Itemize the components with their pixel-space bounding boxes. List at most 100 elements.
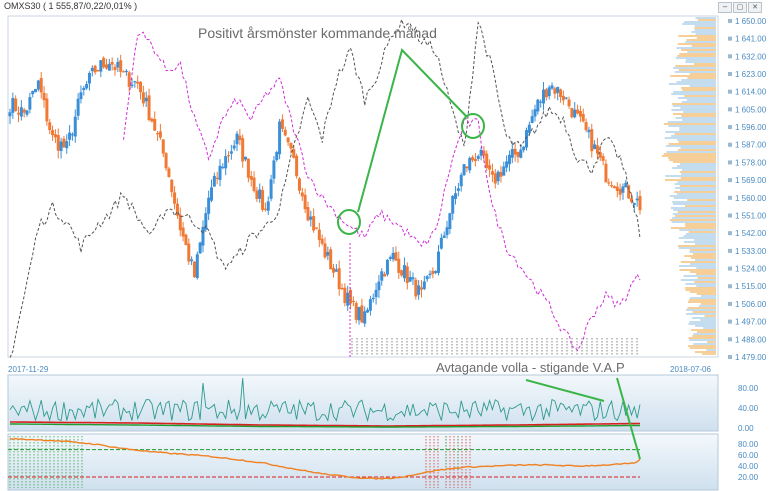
price-axis: 1 479.00 1 488.00 1 497.00 1 506.00 1 515.00… bbox=[728, 17, 767, 362]
candle bbox=[587, 126, 591, 139]
candle bbox=[156, 131, 160, 141]
candle bbox=[85, 80, 89, 90]
vol-tick-label: 80.00 bbox=[738, 384, 759, 393]
price-tick-marker bbox=[728, 36, 732, 41]
candle bbox=[471, 155, 475, 163]
candle bbox=[496, 170, 500, 185]
candle bbox=[190, 256, 194, 266]
close-icon[interactable]: ✕ bbox=[748, 2, 762, 13]
candle-body bbox=[354, 302, 358, 320]
candle bbox=[542, 81, 546, 111]
candle bbox=[36, 79, 40, 92]
candle-body bbox=[190, 259, 194, 262]
candle bbox=[272, 155, 276, 184]
candle-body bbox=[561, 95, 565, 101]
candle bbox=[573, 102, 577, 119]
candle bbox=[42, 86, 46, 108]
candle-body bbox=[244, 156, 248, 160]
candle bbox=[300, 187, 304, 201]
candle-body bbox=[258, 189, 262, 199]
candle bbox=[383, 271, 387, 277]
candle bbox=[544, 88, 548, 101]
candle bbox=[607, 178, 611, 187]
candle bbox=[241, 134, 245, 168]
candle bbox=[363, 306, 367, 327]
candle-body bbox=[524, 130, 528, 148]
price-tick-marker bbox=[728, 125, 732, 130]
window-title: OMXS30 ( 1 555,87/0,22/0,01% ) bbox=[4, 1, 138, 11]
minimize-icon[interactable]: − bbox=[718, 2, 732, 13]
price-tick-marker bbox=[728, 142, 732, 147]
candle bbox=[167, 166, 171, 178]
candle-body bbox=[621, 186, 625, 193]
candle-body bbox=[99, 60, 103, 72]
price-tick-label: 1 623.00 bbox=[735, 70, 767, 79]
candle bbox=[425, 274, 429, 282]
candle-body bbox=[113, 66, 117, 71]
candle-body bbox=[394, 252, 398, 261]
price-tick-marker bbox=[728, 54, 732, 59]
candle bbox=[431, 267, 435, 279]
candle bbox=[195, 251, 199, 280]
candle bbox=[417, 280, 421, 300]
candle-body bbox=[340, 288, 344, 290]
candle bbox=[79, 85, 83, 104]
candle-body bbox=[164, 153, 168, 169]
candle-body bbox=[221, 166, 225, 169]
candle-body bbox=[269, 179, 273, 199]
candle-body bbox=[224, 156, 228, 169]
candle bbox=[297, 176, 301, 195]
candle-body bbox=[385, 259, 389, 275]
candle-body bbox=[559, 89, 563, 97]
candle-body bbox=[59, 141, 63, 152]
candle bbox=[178, 207, 182, 237]
candle-body bbox=[127, 72, 131, 87]
candle bbox=[224, 149, 228, 176]
candle bbox=[306, 201, 310, 222]
candle-body bbox=[612, 186, 616, 189]
candle bbox=[104, 58, 108, 70]
candle bbox=[48, 119, 52, 134]
candle-body bbox=[53, 134, 57, 138]
candle-body bbox=[136, 81, 140, 84]
candle-body bbox=[419, 287, 423, 290]
candle bbox=[349, 287, 353, 310]
candle-body bbox=[454, 193, 458, 199]
candle bbox=[624, 179, 628, 188]
candle-body bbox=[505, 161, 509, 168]
candle bbox=[252, 171, 256, 193]
vap-signal-markers bbox=[9, 436, 471, 488]
candle bbox=[82, 85, 86, 96]
candle bbox=[11, 92, 15, 119]
candle bbox=[559, 88, 563, 103]
candle bbox=[479, 146, 483, 161]
volatility-line bbox=[9, 377, 641, 423]
vap-tick-label: 80.00 bbox=[738, 440, 759, 449]
candle-body bbox=[530, 116, 534, 123]
candle bbox=[14, 95, 18, 112]
candle bbox=[116, 57, 120, 73]
candle-body bbox=[42, 92, 46, 101]
candle bbox=[39, 71, 43, 99]
candle bbox=[113, 64, 117, 76]
candle bbox=[107, 58, 111, 71]
candle bbox=[374, 282, 378, 305]
candle-body bbox=[598, 152, 602, 158]
candle-body bbox=[337, 268, 341, 290]
candle-body bbox=[371, 297, 375, 300]
candle-body bbox=[280, 119, 284, 129]
candle-body bbox=[550, 85, 554, 89]
candle-body bbox=[201, 226, 205, 246]
candle-body bbox=[547, 87, 551, 97]
candle bbox=[17, 106, 21, 123]
candle bbox=[533, 104, 537, 122]
candle-body bbox=[195, 254, 199, 279]
candle-body bbox=[173, 192, 177, 204]
price-tick-marker bbox=[728, 231, 732, 236]
maximize-icon[interactable]: ▢ bbox=[733, 2, 747, 13]
candle bbox=[99, 59, 103, 78]
candle bbox=[232, 140, 236, 151]
candle-body bbox=[437, 251, 441, 273]
candle-body bbox=[553, 88, 557, 94]
candle bbox=[595, 137, 599, 159]
